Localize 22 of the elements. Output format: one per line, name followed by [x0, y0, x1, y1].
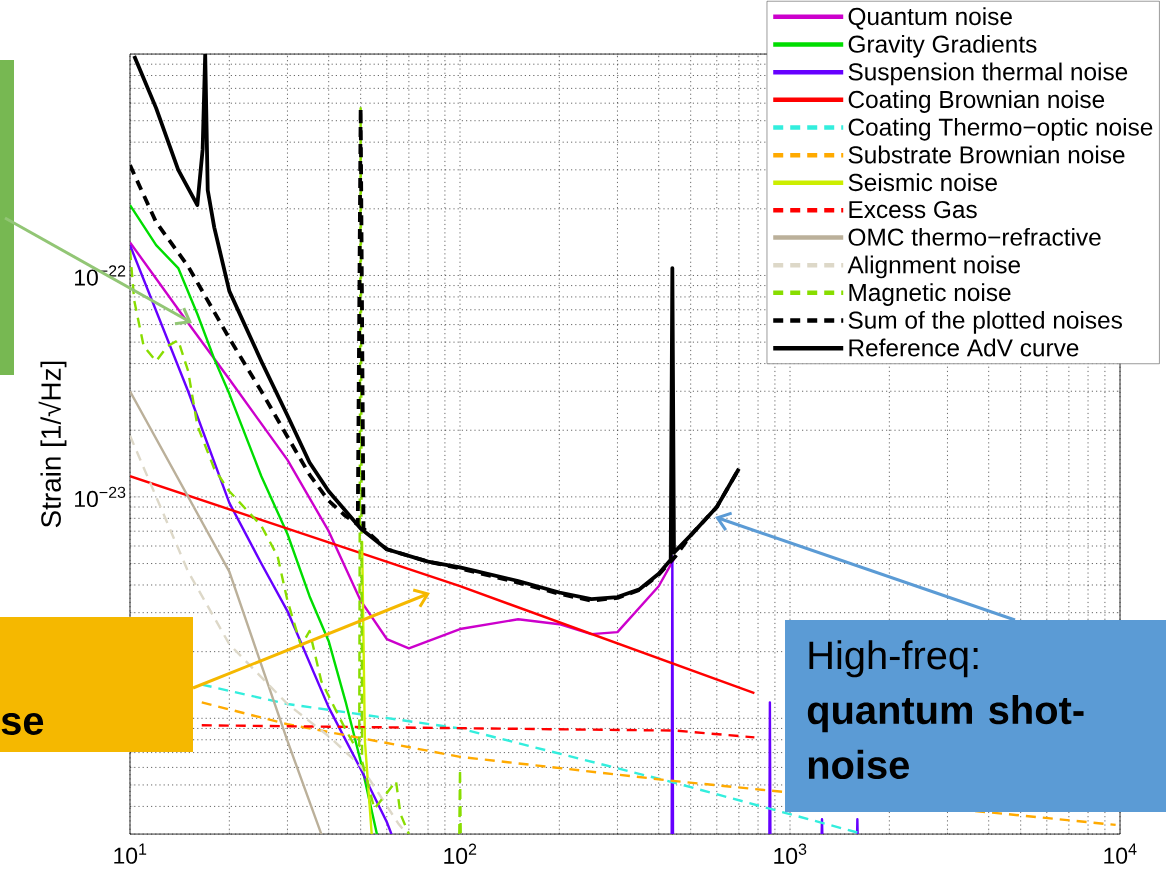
- legend-label: Magnetic noise: [849, 283, 1011, 306]
- legend-label: Alignment noise: [847, 255, 1020, 279]
- legend-label: Sum of the plotted noises: [848, 310, 1122, 334]
- legend-label: Excess Gas: [849, 200, 977, 219]
- legend-label: Reference AdV curve: [849, 338, 1079, 357]
- legend-label: Quantum noise: [848, 7, 1012, 30]
- text: se: [1, 713, 44, 735]
- x-tick-label: 10$^{2}$: [444, 843, 477, 864]
- legend-label: Coating Thermo−optic noise: [848, 117, 1153, 141]
- legend-label: Coating Brownian noise: [848, 90, 1105, 113]
- legend-label: Substrate Brownian noise: [848, 145, 1125, 164]
- legend-label: Suspension thermal noise: [848, 62, 1128, 86]
- y-tick-label: 10$^{−22}$: [75, 265, 126, 286]
- y-axis-title: Strain [1/√Hz]: [38, 361, 67, 528]
- x-tick-label: 10$^{3}$: [774, 843, 807, 864]
- annotation: High-freq: quantum shot-noise: [807, 640, 1084, 780]
- legend-label: OMC thermo−refractive: [848, 227, 1101, 246]
- y-tick-label: 10$^{−23}$: [75, 486, 126, 508]
- x-tick-label: 10$^{1}$: [114, 843, 147, 864]
- legend-label: Gravity Gradients: [848, 34, 1037, 58]
- legend-label: Seismic noise: [848, 173, 997, 192]
- x-tick-label: 10$^{4}$: [1104, 843, 1137, 864]
